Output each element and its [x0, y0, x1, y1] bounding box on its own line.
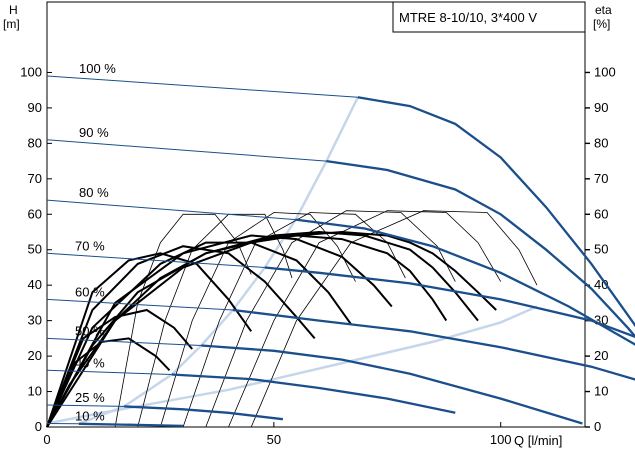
right-tick-label: 100 [594, 64, 616, 79]
pump-curve-thin-3 [46, 199, 296, 221]
y-tick-label: 40 [28, 277, 42, 292]
right-tick-label: 80 [594, 135, 608, 150]
right-tick-label: 10 [594, 384, 608, 399]
right-tick-label: 0 [594, 419, 601, 434]
pump-curve-8 [124, 405, 284, 421]
speed-label: 10 % [75, 408, 105, 423]
pump-curve-7 [171, 373, 456, 414]
pump-curves [46, 75, 635, 428]
efficiency-curve-10 [114, 213, 252, 428]
left-axis-symbol: H [9, 3, 18, 17]
y-tick-label: 70 [28, 171, 42, 186]
efficiency-curve-12 [160, 212, 356, 428]
speed-label: 40 % [75, 355, 105, 370]
x-tick-label: 0 [43, 432, 50, 447]
efficiency-curve-14 [205, 210, 456, 428]
y-tick-label: 60 [28, 206, 42, 221]
pump-curve-9 [78, 422, 184, 428]
pump-curve-thin-8 [46, 404, 125, 407]
right-tick-label: 20 [594, 348, 608, 363]
right-axis-unit: [%] [593, 17, 610, 31]
left-axis-unit: [m] [3, 17, 20, 31]
efficiency-curve-15 [228, 210, 502, 428]
y-tick-label: 50 [28, 242, 42, 257]
limit-curves [46, 96, 538, 425]
max-flow-limit-line [46, 305, 538, 425]
right-tick-label: 70 [594, 171, 608, 186]
chart-title: MTRE 8-10/10, 3*400 V [399, 10, 537, 25]
efficiency-curve-16 [250, 210, 538, 428]
efficiency-curve-13 [182, 212, 406, 428]
speed-label: 25 % [75, 390, 105, 405]
plot-frame [46, 1, 586, 428]
right-tick-label: 60 [594, 206, 608, 221]
y-tick-label: 80 [28, 135, 42, 150]
pump-curve-3 [295, 218, 635, 346]
pump-curve-thin-2 [46, 139, 327, 162]
y-tick-label: 0 [35, 419, 42, 434]
speed-label: 80 % [79, 185, 109, 200]
pump-curve-5 [232, 308, 635, 381]
pump-curve-thin-5 [46, 298, 234, 311]
speed-labels: 100 % 90 % 80 % 70 % 60 % 50 % 40 % 25 % 10 % [75, 61, 116, 423]
pump-curve-2 [326, 159, 635, 339]
x-tick-label: 100 [490, 432, 512, 447]
efficiency-curves [46, 210, 538, 428]
right-axis-symbol: eta [595, 3, 612, 17]
efficiency-curve-7 [46, 252, 253, 428]
y-tick-label: 10 [28, 384, 42, 399]
y-tick-label: 20 [28, 348, 42, 363]
speed-label: 50 % [75, 323, 105, 338]
min-speed-limit-line [78, 96, 359, 425]
efficiency-curve-2 [46, 230, 479, 428]
speed-label: 90 % [79, 125, 109, 140]
speed-label: 70 % [75, 238, 105, 253]
pump-curve-1 [357, 96, 635, 328]
efficiency-curve-9 [46, 337, 171, 428]
pump-curve-6 [201, 344, 583, 425]
right-tick-label: 50 [594, 242, 608, 257]
pump-curve-4 [264, 266, 635, 339]
pump-curve-thin-7 [46, 369, 172, 375]
pump-curve-thin-6 [46, 337, 202, 346]
speed-label: 100 % [79, 61, 116, 76]
efficiency-curve-8 [46, 308, 193, 428]
efficiency-curve-1 [46, 230, 497, 428]
pump-curve-thin-1 [46, 75, 358, 98]
pump-curve-thin-4 [46, 252, 265, 268]
efficiency-curve-11 [137, 213, 293, 428]
x-axis-title: Q [l/min] [514, 433, 562, 448]
speed-label: 60 % [75, 284, 105, 299]
y-tick-label: 90 [28, 100, 42, 115]
y-tick-label: 30 [28, 313, 42, 328]
y-tick-label: 100 [20, 64, 42, 79]
x-tick-label: 50 [267, 432, 281, 447]
right-tick-label: 90 [594, 100, 608, 115]
model-title-box [392, 1, 586, 33]
